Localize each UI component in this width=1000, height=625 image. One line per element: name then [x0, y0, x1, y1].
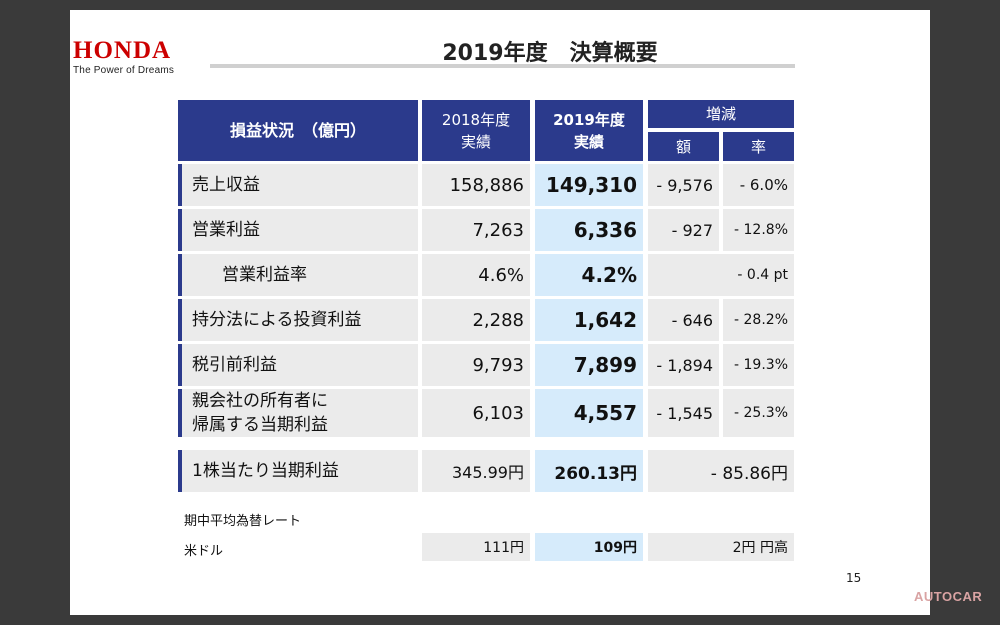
title-underline: [210, 64, 795, 68]
value-2019: 7,899: [535, 344, 643, 386]
value-2019: 6,336: [535, 209, 643, 251]
header-rate-text: 率: [750, 137, 766, 156]
header-change-text: 増減: [705, 105, 736, 123]
change-combined: - 85.86円: [648, 450, 794, 492]
header-change: 増減: [648, 100, 794, 128]
value-2019: 149,310: [535, 164, 643, 206]
table-row-label: 持分法による投資利益: [178, 299, 418, 341]
table-row-label: 営業利益: [178, 209, 418, 251]
header-rate: 率: [723, 132, 794, 161]
fx-label: 米ドル: [184, 544, 224, 559]
honda-logo: HONDA The Power of Dreams: [73, 38, 174, 76]
value-2019: 4,557: [535, 389, 643, 437]
table-row-label: 1株当たり当期利益: [178, 450, 418, 492]
change-rate: - 12.8%: [723, 209, 794, 251]
change-amount: - 927: [648, 209, 719, 251]
table-row-label: 営業利益率: [178, 254, 418, 296]
value-2018: 6,103: [422, 389, 530, 437]
change-rate: - 25.3%: [723, 389, 794, 437]
fx-value-2019: 109円: [535, 533, 643, 561]
value-2018: 345.99円: [422, 450, 530, 492]
header-2018: 2018年度 実績: [422, 100, 530, 161]
value-2019: 4.2%: [535, 254, 643, 296]
change-rate: - 6.0%: [723, 164, 794, 206]
value-2019: 260.13円: [535, 450, 643, 492]
header-2019-text: 2019年度 実績: [553, 110, 625, 151]
page-number: 15: [846, 571, 862, 585]
page-title: 2019年度 決算概要: [442, 41, 658, 66]
header-amount-text: 額: [675, 137, 691, 156]
value-2018: 4.6%: [422, 254, 530, 296]
table-row-label: 売上収益: [178, 164, 418, 206]
table-row-label: 親会社の所有者に 帰属する当期利益: [178, 389, 418, 437]
header-2019: 2019年度 実績: [535, 100, 643, 161]
value-2018: 2,288: [422, 299, 530, 341]
logo-wordmark: HONDA: [73, 37, 172, 64]
change-amount: - 1,894: [648, 344, 719, 386]
value-2018: 7,263: [422, 209, 530, 251]
fx-change: 2円 円高: [648, 533, 794, 561]
change-rate: - 19.3%: [723, 344, 794, 386]
header-2018-text: 2018年度 実績: [441, 110, 511, 151]
fx-heading: 期中平均為替レート: [184, 514, 302, 529]
value-2019: 1,642: [535, 299, 643, 341]
change-amount: - 9,576: [648, 164, 719, 206]
value-2018: 158,886: [422, 164, 530, 206]
autocar-watermark: AUTOCAR: [914, 589, 983, 604]
header-label-text: 損益状況 （億円）: [229, 120, 366, 140]
change-amount: - 1,545: [648, 389, 719, 437]
header-label: 損益状況 （億円）: [178, 100, 418, 161]
change-amount: - 646: [648, 299, 719, 341]
value-2018: 9,793: [422, 344, 530, 386]
header-amount: 額: [648, 132, 719, 161]
change-combined: - 0.4 pt: [648, 254, 794, 296]
table-row-label: 税引前利益: [178, 344, 418, 386]
fx-value-2018: 111円: [422, 533, 530, 561]
logo-tagline: The Power of Dreams: [73, 65, 175, 76]
change-rate: - 28.2%: [723, 299, 794, 341]
